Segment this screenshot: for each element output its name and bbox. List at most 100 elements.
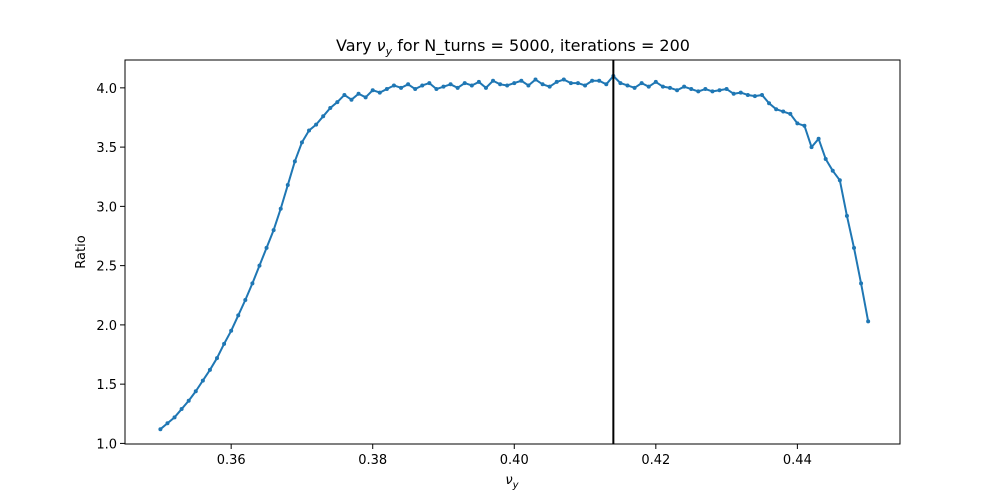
data-point	[391, 83, 396, 88]
data-point	[483, 85, 488, 90]
x-tick-label: 0.44	[783, 453, 812, 468]
y-tick-label: 1.5	[96, 378, 117, 393]
data-point	[250, 281, 255, 286]
data-point	[604, 82, 609, 87]
data-point	[660, 84, 665, 89]
plot-area	[124, 59, 901, 445]
data-point	[271, 228, 276, 233]
y-tick-label: 3.0	[96, 200, 117, 215]
data-point	[667, 85, 672, 90]
data-point	[165, 421, 170, 426]
data-point	[172, 415, 177, 420]
data-point	[278, 206, 283, 211]
series-layer	[158, 74, 871, 432]
data-point	[575, 81, 580, 86]
data-point	[717, 88, 722, 93]
data-point	[646, 84, 651, 89]
data-point	[179, 407, 184, 412]
data-point	[859, 281, 864, 286]
chart-title: Vary νy for N_turns = 5000, iterations =…	[336, 36, 690, 58]
data-point	[526, 83, 531, 88]
data-point	[406, 82, 411, 87]
data-point	[342, 92, 347, 97]
data-point	[710, 89, 715, 94]
data-point	[583, 83, 588, 88]
x-axis-label: νy	[505, 473, 519, 491]
data-point	[257, 263, 262, 268]
data-point	[632, 85, 637, 90]
data-point	[774, 107, 779, 112]
x-axis: 0.36 0.38 0.40 0.42 0.44	[217, 444, 812, 468]
data-point	[491, 78, 496, 83]
data-point	[809, 145, 814, 150]
y-axis: 1.0 1.5 2.0 2.5 3.0 3.5 4.0	[96, 82, 125, 452]
data-point	[349, 97, 354, 102]
data-point	[696, 89, 701, 94]
data-point	[356, 91, 361, 96]
data-point	[540, 82, 545, 87]
data-point	[229, 328, 234, 333]
y-tick-label: 2.5	[96, 260, 117, 275]
data-point	[158, 427, 163, 432]
data-point	[752, 94, 757, 99]
data-point	[738, 90, 743, 95]
data-point	[675, 88, 680, 93]
data-point	[285, 183, 290, 188]
data-point	[682, 84, 687, 89]
data-point	[597, 78, 602, 83]
data-point	[547, 84, 552, 89]
data-point	[795, 121, 800, 126]
data-point	[399, 85, 404, 90]
x-tick-label: 0.40	[500, 453, 529, 468]
data-point	[186, 398, 191, 403]
y-tick-label: 4.0	[96, 82, 117, 97]
data-point	[427, 81, 432, 86]
data-point	[561, 77, 566, 82]
data-point	[788, 111, 793, 116]
data-point	[745, 92, 750, 97]
data-point	[207, 367, 212, 372]
y-tick-label: 3.5	[96, 141, 117, 156]
data-point	[469, 83, 474, 88]
data-point	[639, 81, 644, 86]
data-point	[625, 83, 630, 88]
data-point	[837, 178, 842, 183]
data-point	[413, 87, 418, 92]
data-point	[321, 114, 326, 119]
data-point	[462, 81, 467, 86]
data-point	[335, 100, 340, 105]
data-point	[307, 128, 312, 133]
data-point	[441, 84, 446, 89]
data-point	[689, 87, 694, 92]
y-tick-label: 1.0	[96, 437, 117, 452]
data-point	[767, 101, 772, 106]
plot-background	[125, 60, 900, 444]
data-point	[363, 95, 368, 100]
data-point	[215, 356, 220, 361]
data-point	[476, 79, 481, 84]
data-point	[264, 245, 269, 250]
data-point	[844, 213, 849, 218]
data-point	[455, 85, 460, 90]
data-point	[236, 313, 241, 318]
data-point	[533, 77, 538, 82]
data-point	[328, 106, 333, 110]
data-point	[314, 122, 319, 127]
data-point	[703, 87, 708, 92]
data-point	[448, 82, 453, 87]
data-point	[243, 298, 248, 302]
data-point	[292, 159, 297, 164]
data-point	[781, 109, 786, 114]
x-tick-label: 0.38	[358, 453, 387, 468]
data-point	[434, 87, 439, 92]
x-tick-label: 0.42	[641, 453, 670, 468]
data-point	[193, 389, 198, 394]
data-point	[384, 87, 389, 92]
data-point	[590, 78, 595, 83]
data-point	[568, 81, 573, 86]
data-point	[519, 78, 524, 83]
data-point	[420, 83, 425, 88]
data-point	[618, 81, 623, 86]
y-tick-label: 2.0	[96, 319, 117, 334]
